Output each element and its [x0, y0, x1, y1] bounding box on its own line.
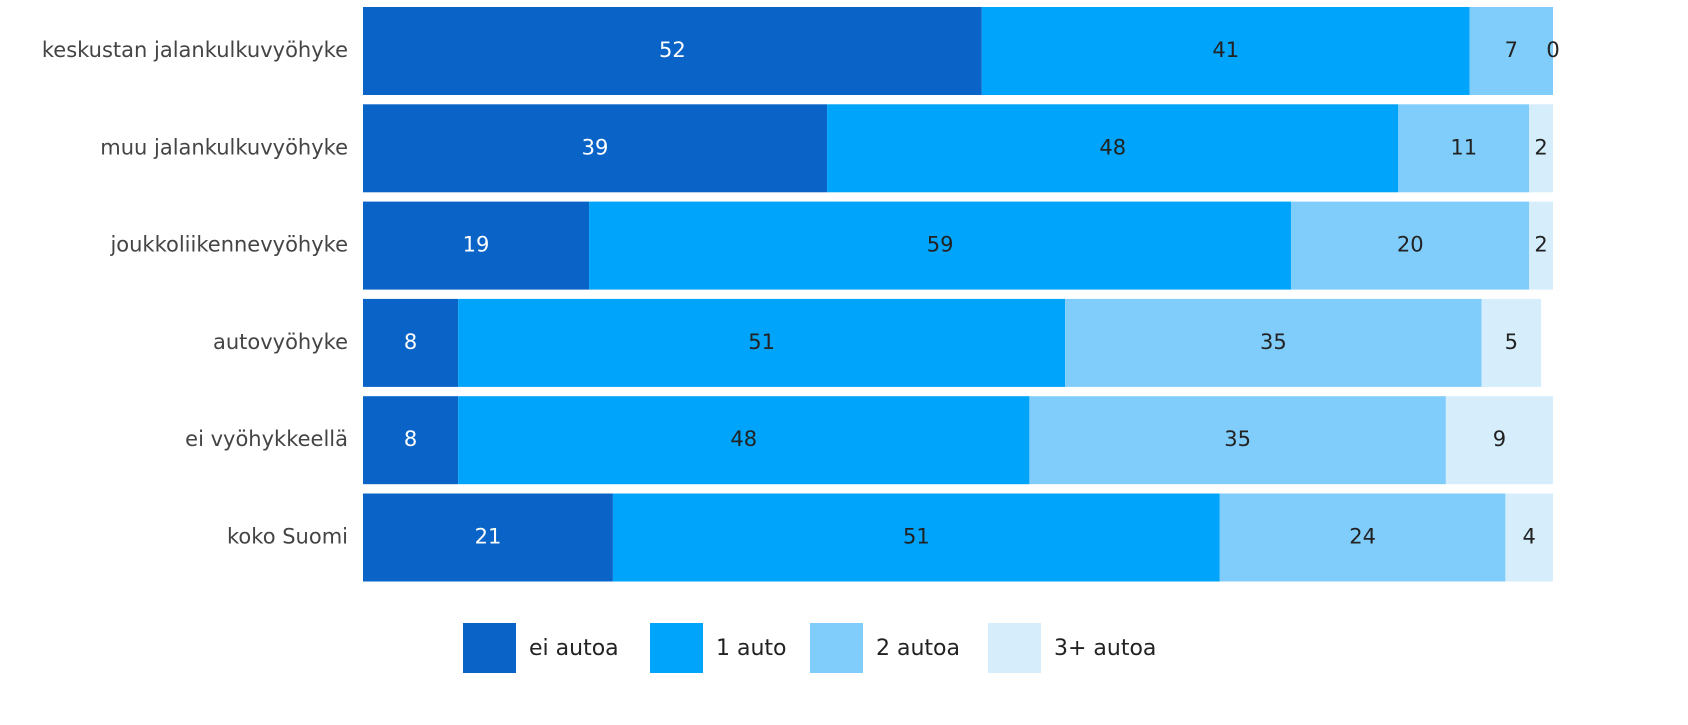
value-label: 35	[1260, 330, 1287, 354]
value-label: 48	[1099, 135, 1126, 159]
value-label: 21	[475, 525, 502, 549]
category-label: muu jalankulkuvyöhyke	[100, 135, 348, 159]
bar-segment	[1529, 201, 1553, 290]
value-label: 8	[404, 427, 417, 451]
value-label: 9	[1493, 427, 1506, 451]
bar-segment	[1029, 396, 1446, 485]
legend-swatch	[988, 623, 1041, 673]
bar-segment	[1481, 298, 1542, 387]
bar-segment	[827, 104, 1399, 193]
value-label: 2	[1534, 135, 1547, 159]
bar-segment	[1065, 298, 1482, 387]
legend-label: 3+ autoa	[1054, 636, 1156, 661]
value-label: 59	[927, 233, 954, 257]
value-label: 39	[582, 135, 609, 159]
value-label: 2	[1534, 233, 1547, 257]
value-label: 5	[1505, 330, 1518, 354]
value-label: 51	[748, 330, 775, 354]
bar-segment	[363, 396, 459, 485]
value-label: 20	[1397, 233, 1424, 257]
value-label: 0	[1546, 38, 1559, 62]
category-label: koko Suomi	[227, 525, 348, 549]
bar-segment	[363, 493, 613, 582]
legend-swatch	[810, 623, 863, 673]
value-label: 35	[1224, 427, 1251, 451]
bar-segment	[1529, 104, 1553, 193]
category-label: keskustan jalankulkuvyöhyke	[42, 38, 348, 62]
value-label: 19	[463, 233, 490, 257]
category-label: ei vyöhykkeellä	[185, 427, 348, 451]
legend-label: ei autoa	[529, 636, 619, 661]
bar-segment	[589, 201, 1292, 290]
bar-segment	[1505, 493, 1553, 582]
value-label: 48	[730, 427, 757, 451]
bar-segment	[363, 104, 828, 193]
value-label: 51	[903, 525, 930, 549]
category-label: autovyöhyke	[213, 330, 348, 354]
category-label: joukkoliikennevyöhyke	[109, 233, 348, 257]
bar-segment	[1469, 7, 1553, 95]
bar-segment	[363, 201, 590, 290]
legend-swatch	[463, 623, 516, 673]
value-label: 52	[659, 38, 686, 62]
bar-segment	[1445, 396, 1553, 485]
value-label: 41	[1212, 38, 1239, 62]
bar-segment	[1291, 201, 1530, 290]
bar-segment	[363, 298, 459, 387]
legend-label: 2 autoa	[876, 636, 960, 661]
bar-segment	[1219, 493, 1506, 582]
bar-segment	[1398, 104, 1530, 193]
bar-segment	[981, 7, 1470, 95]
bar-segment	[363, 7, 982, 95]
legend-swatch	[650, 623, 703, 673]
bar-segment	[612, 493, 1220, 582]
legend-label: 1 auto	[716, 636, 787, 661]
value-label: 4	[1523, 525, 1536, 549]
value-label: 8	[404, 330, 417, 354]
value-label: 11	[1450, 135, 1477, 159]
bar-segment	[458, 298, 1066, 387]
value-label: 7	[1505, 38, 1518, 62]
value-label: 24	[1349, 525, 1376, 549]
bar-segment	[458, 396, 1030, 485]
